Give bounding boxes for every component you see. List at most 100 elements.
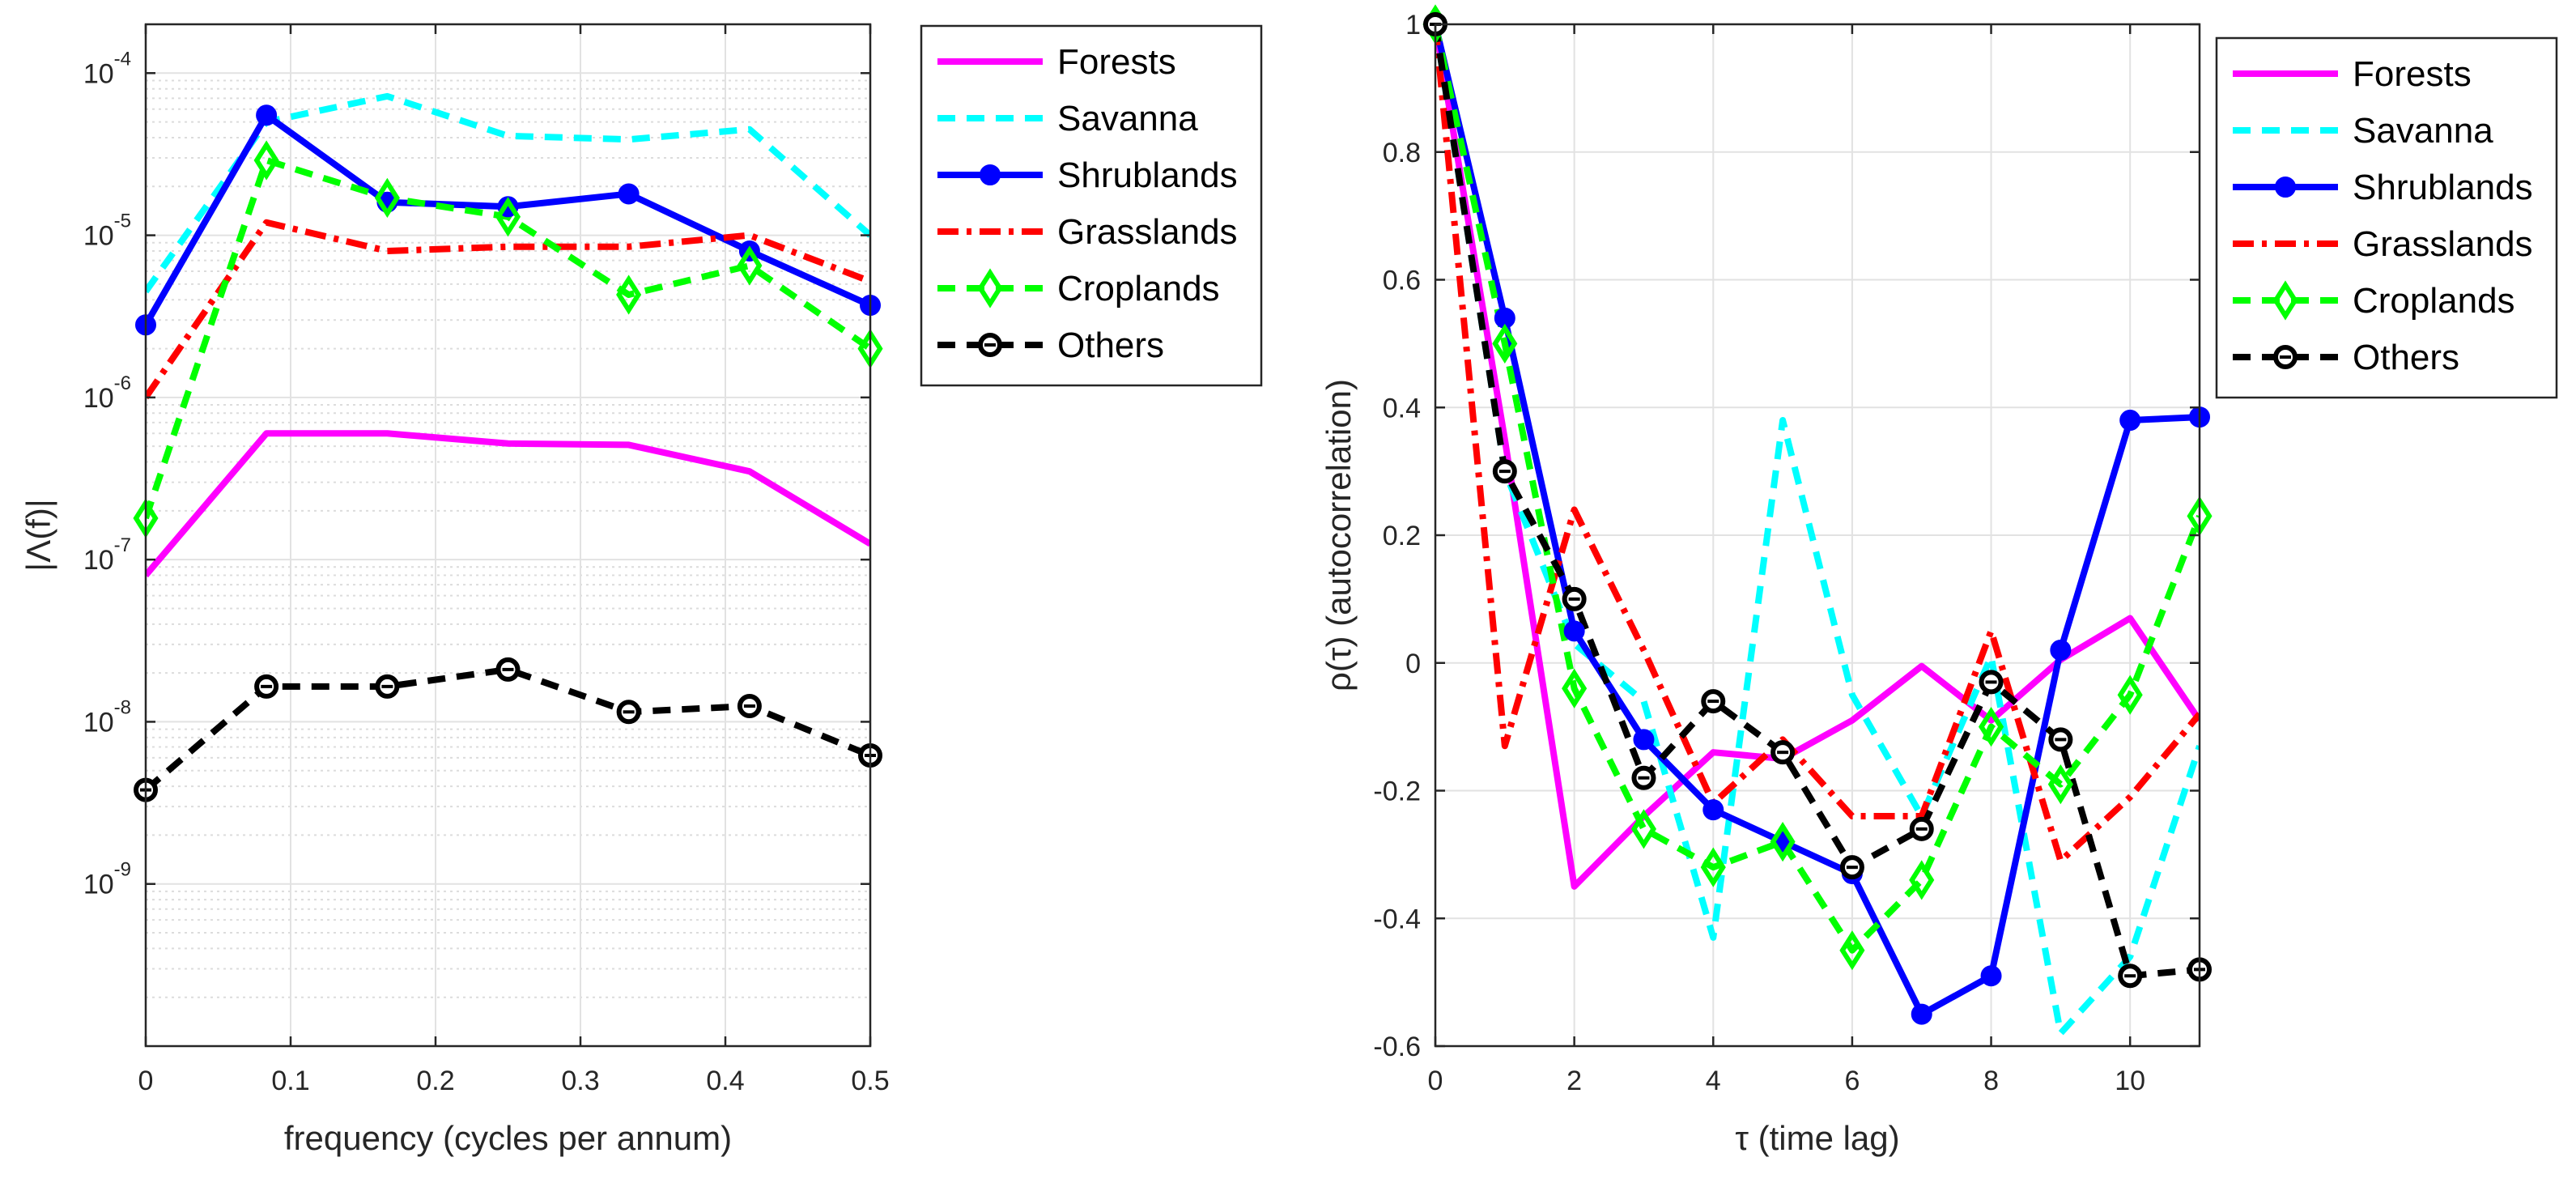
chart-2-series-croplands [1435,24,2200,954]
chart-2-point-others-1 [1492,459,1517,484]
chart-2-point-croplands-10 [2117,674,2143,715]
chart-1-x-tick-label: 0.5 [851,1066,889,1096]
chart-1-y-tick-label: 10-6 [83,372,131,414]
chart-1-legend-label-forests: Forests [1057,42,1176,82]
chart-1-legend: Forests Savanna Shrublands Grasslands Cropla… [920,24,1263,387]
chart-2-point-others-10 [2118,964,2143,989]
chart-2-point-others-3 [1631,765,1656,790]
chart-1-point-others-3 [495,657,521,682]
chart-2-point-croplands-2 [1562,668,1588,708]
chart-1-y-tick-label: 10-7 [83,534,131,576]
chart-2-legend-marker-others [2273,345,2298,369]
chart-2-legend-label-shrublands: Shrublands [2353,168,2533,207]
chart-1-plot-area [146,24,870,1046]
chart-2-legend-marker-croplands [2272,280,2298,321]
chart-2-point-croplands-3 [1630,809,1656,849]
chart-2-x-axis-label: τ (time lag) [1735,1119,1899,1157]
chart-2-legend-marker-shrublands [2275,177,2296,198]
chart-2-x-tick-label: 2 [1566,1066,1582,1096]
chart-2-y-tick-label: -0.2 [1373,776,1421,807]
chart-1-legend-label-croplands: Croplands [1057,269,1220,308]
chart-2-point-shrublands-7 [1911,1003,1932,1025]
chart-2-point-croplands-8 [1979,707,2004,747]
chart-1-series-grasslands [146,219,870,400]
chart-1-y-axis-label: |Λ(f)| [19,499,57,572]
chart-1-point-croplands-4 [616,274,642,315]
chart-1-y-tick-label: 10-8 [83,696,131,738]
chart-1-point-croplands-3 [495,197,521,237]
chart-2-point-shrublands-2 [1563,620,1585,642]
chart-1-point-others-2 [375,674,400,699]
chart-2-point-others-8 [1979,670,2004,695]
chart-2-legend-label-savanna: Savanna [2353,111,2493,151]
chart-1-point-shrublands-4 [618,183,640,205]
chart-1-x-tick-label: 0.1 [271,1066,309,1096]
chart-2-y-tick-label: 0.4 [1383,393,1421,423]
chart-2-point-shrublands-10 [2119,410,2141,432]
chart-1-legend-marker-others [978,333,1002,357]
chart-1-point-shrublands-1 [256,104,278,126]
chart-2-y-tick-label: 0 [1405,649,1421,679]
chart-2-legend-label-forests: Forests [2353,54,2472,94]
chart-2-y-tick-label: 0.2 [1383,521,1421,551]
chart-1-point-croplands-1 [253,140,279,181]
chart-2-point-croplands-1 [1492,323,1518,364]
chart-1-axes-box [144,23,872,1048]
chart-2-y-tick-label: 0.6 [1383,266,1421,296]
chart-2-point-shrublands-8 [1980,965,2002,987]
chart-2-y-tick-label: -0.4 [1373,904,1421,934]
chart-2-legend-label-croplands: Croplands [2353,281,2515,321]
chart-1-legend-label-shrublands: Shrublands [1057,155,1238,195]
chart-2-y-tick-label: 1 [1405,10,1421,40]
chart-1-y-tick-label: 10-5 [83,211,131,252]
chart-2-markers-others [1423,12,2212,989]
chart-2-x-tick-label: 4 [1706,1066,1721,1096]
chart-2-y-tick-label: 0.8 [1383,138,1421,168]
chart-2-point-others-6 [1839,855,1864,880]
chart-2-point-croplands-4 [1700,847,1726,887]
chart-1-point-croplands-5 [737,245,763,286]
chart-1-point-others-1 [254,674,279,699]
chart-2-legend-label-grasslands: Grasslands [2353,224,2533,264]
chart-2-y-tick-label: -0.6 [1373,1032,1421,1062]
chart-2-series-others [1435,24,2200,980]
chart-1-x-tick-label: 0.4 [706,1066,744,1096]
chart-2-point-others-4 [1701,689,1726,714]
chart-2-point-others-5 [1770,740,1796,765]
chart-1-x-tick-label: 0.3 [561,1066,599,1096]
chart-1-x-axis-label: frequency (cycles per annum) [284,1119,732,1157]
chart-2-series-grasslands [1435,24,2200,865]
chart-2-point-others-2 [1562,586,1587,611]
chart-2-x-tick-label: 8 [1983,1066,1999,1096]
chart-1-point-croplands-2 [374,177,400,219]
chart-1-legend-marker-croplands [977,268,1003,308]
chart-1-legend-marker-shrublands [980,164,1001,185]
chart-2-point-others-7 [1909,816,1934,841]
chart-2-point-croplands-6 [1839,930,1865,971]
chart-2-series-savanna [1435,24,2200,1037]
chart-2-series-forests [1435,24,2200,890]
chart-2-point-shrublands-9 [2050,639,2072,661]
chart-2-legend: Forests Savanna Shrublands Grasslands Cropla… [2215,36,2558,399]
chart-2-point-croplands-5 [1770,821,1796,862]
chart-1-legend-label-others: Others [1057,325,1164,365]
chart-2-x-tick-label: 0 [1428,1066,1443,1096]
chart-2: 0 2 4 6 8 10 -0.6 -0.4 -0.2 0 0.2 0.4 0.6 0.8 1 τ (time… [1320,4,2558,1157]
chart-2-point-shrublands-4 [1702,799,1724,821]
chart-1: 0 0.1 0.2 0.3 0.4 0.5 10-9 10-8 10-7 10-6 10-5 10-4… [19,23,1263,1157]
chart-2-y-axis-label: ρ(τ) (autocorrelation) [1320,379,1358,691]
chart-1-series-forests [146,430,870,578]
chart-2-x-tick-label: 10 [2115,1066,2145,1096]
chart-1-x-tick-label: 0 [138,1066,154,1096]
chart-1-point-others-4 [616,700,641,725]
chart-1-y-tick-label: 10-4 [83,48,131,89]
chart-1-point-others-5 [737,694,762,719]
chart-2-point-shrublands-3 [1633,729,1655,751]
chart-2-point-croplands-7 [1909,860,1935,900]
chart-2-series-shrublands [1435,24,2200,1018]
chart-2-point-croplands-9 [2047,764,2073,805]
chart-2-legend-label-others: Others [2353,338,2459,377]
chart-1-legend-label-grasslands: Grasslands [1057,212,1238,252]
chart-1-y-tick-label: 10-9 [83,859,131,900]
